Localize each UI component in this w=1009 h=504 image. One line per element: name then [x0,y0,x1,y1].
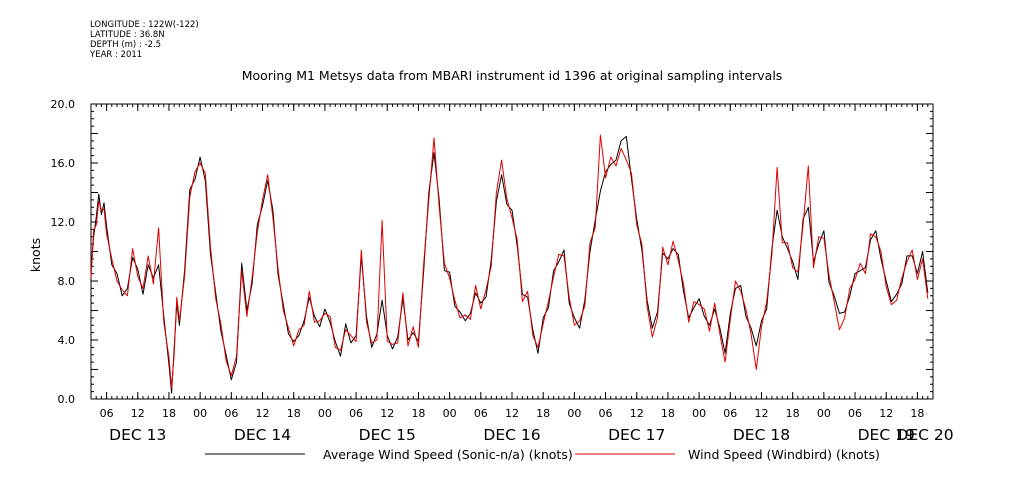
y-tick-label: 16.0 [51,157,76,170]
x-hour-tick-label: 06 [723,407,737,420]
x-day-label: DEC 19 [858,426,915,444]
x-hour-tick-label: 06 [474,407,488,420]
x-hour-tick-label: 18 [536,407,550,420]
x-day-label: DEC 15 [359,426,416,444]
x-day-label: DEC 13 [109,426,166,444]
year-label: YEAR : 2011 [90,50,143,60]
x-hour-tick-label: 00 [817,407,831,420]
x-day-label: DEC 14 [234,426,291,444]
x-hour-tick-label: 00 [193,407,207,420]
x-hour-tick-label: 00 [318,407,332,420]
series-line-sonic [90,135,929,394]
x-hour-tick-label: 18 [786,407,800,420]
x-day-label: DEC 17 [608,426,665,444]
x-hour-tick-label: 18 [910,407,924,420]
x-hour-tick-label: 12 [505,407,519,420]
x-hour-tick-label: 06 [100,407,114,420]
x-hour-tick-label: 12 [380,407,394,420]
x-hour-tick-label: 18 [661,407,675,420]
x-hour-tick-label: 00 [692,407,706,420]
plot-frame [90,103,934,400]
x-day-label: DEC 16 [483,426,540,444]
x-day-label: DEC 18 [733,426,790,444]
x-hour-tick-label: 18 [411,407,425,420]
y-tick-label: 12.0 [51,216,76,229]
y-tick-label: 8.0 [58,275,76,288]
y-tick-label: 4.0 [58,334,76,347]
depth-label: DEPTH (m) : -2.5 [90,40,162,50]
x-hour-tick-label: 06 [848,407,862,420]
chart-title: Mooring M1 Metsys data from MBARI instru… [242,68,783,83]
x-day-label: DEC 20 [896,426,953,444]
axis-ticks [90,103,934,400]
series-line-windbird [90,134,929,390]
x-hour-tick-label: 00 [443,407,457,420]
x-hour-tick-label: 12 [630,407,644,420]
legend-label-windbird: Wind Speed (Windbird) (knots) [688,447,880,462]
legend-label-sonic: Average Wind Speed (Sonic-n/a) (knots) [323,447,573,462]
x-hour-tick-label: 00 [567,407,581,420]
latitude-label: LATITUDE : 36.8N [90,30,165,40]
legend: Average Wind Speed (Sonic-n/a) (knots) Wi… [205,447,880,462]
metadata-block: LONGITUDE : 122W(-122) LATITUDE : 36.8N … [90,20,199,60]
x-hour-tick-label: 18 [162,407,176,420]
y-tick-label: 0.0 [58,393,76,406]
x-hour-tick-label: 12 [131,407,145,420]
x-hour-tick-label: 06 [224,407,238,420]
x-hour-tick-label: 12 [879,407,893,420]
y-axis-label: knots [28,238,43,272]
x-hour-tick-label: 12 [754,407,768,420]
x-hour-tick-label: 06 [599,407,613,420]
axis-labels: 06 12 18 00 06 12 18 00 06 12 18 00 06 12 18 00 06 12 18 00… [51,98,954,444]
x-hour-tick-label: 18 [287,407,301,420]
series-layer [90,134,929,394]
x-hour-tick-label: 12 [256,407,270,420]
longitude-label: LONGITUDE : 122W(-122) [90,20,199,30]
y-tick-label: 20.0 [51,98,76,111]
x-hour-tick-label: 06 [349,407,363,420]
